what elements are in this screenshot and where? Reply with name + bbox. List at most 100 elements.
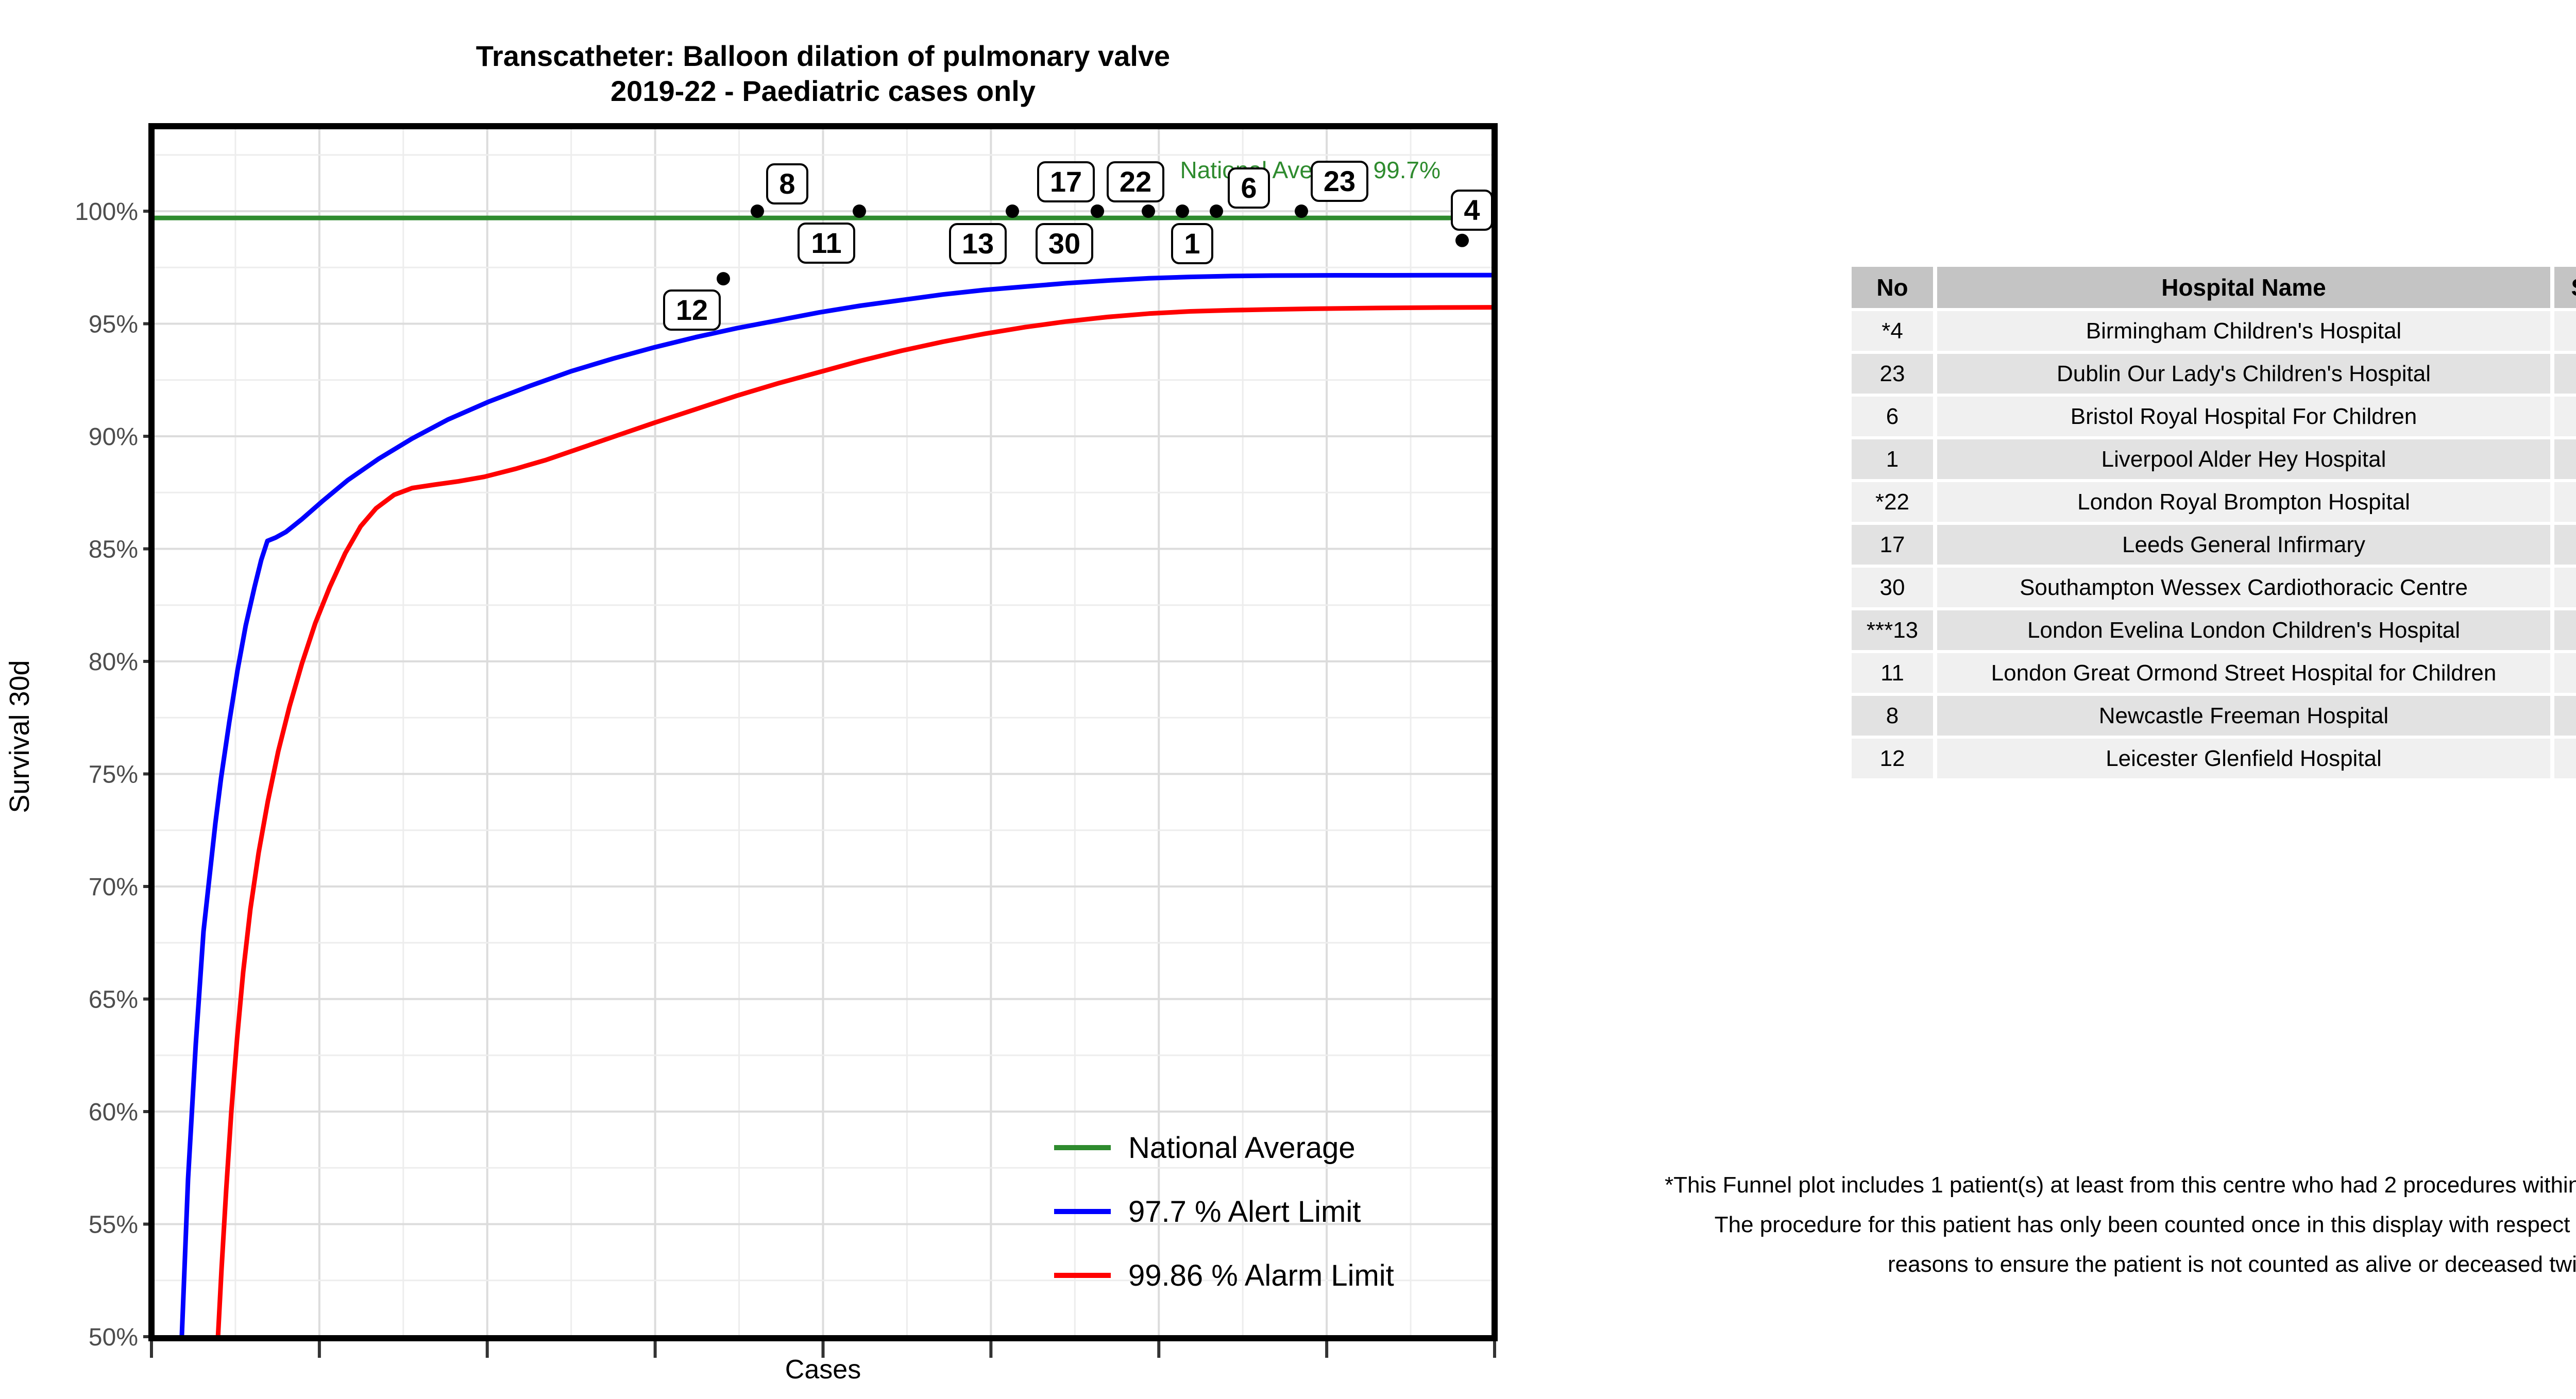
table-cell-no: ***13 (1852, 610, 1933, 650)
alarm-limit-curve (215, 305, 1495, 1338)
table-cell-hospital-name: Leeds General Infirmary (1937, 525, 2550, 565)
data-point (717, 272, 730, 286)
svg-text:8: 8 (779, 167, 795, 200)
table-cell-no: 8 (1852, 696, 1933, 736)
table-cell-no: 23 (1852, 354, 1933, 394)
table-cell-survival-30d: 100% (2554, 568, 2576, 607)
svg-text:4: 4 (1464, 194, 1480, 226)
plot-border (148, 123, 1498, 1341)
table-cell-hospital-name: Dublin Our Lady's Children's Hospital (1937, 354, 2550, 394)
table-cell-survival-30d: 99% (2554, 311, 2576, 351)
national-average-annotation: National Average: 99.7% (1180, 157, 1440, 183)
y-tick-label: 80% (89, 649, 138, 676)
data-point (1142, 204, 1155, 218)
data-point (1295, 204, 1308, 218)
svg-text:13: 13 (962, 227, 994, 260)
table-cell-no: 11 (1852, 653, 1933, 693)
funnel-plot-chart: 100% 95% 90% 85% 80% 75% 70% 65% 60% 55% 50% Cases S… (4, 40, 1498, 1385)
table-cell-survival-30d: 97% (2554, 739, 2576, 778)
data-point (1006, 204, 1019, 218)
table-cell-hospital-name: Liverpool Alder Hey Hospital (1937, 439, 2550, 479)
table-cell-hospital-name: London Evelina London Children's Hospita… (1937, 610, 2550, 650)
table-cell-survival-30d: 100% (2554, 439, 2576, 479)
y-tick-label: 50% (89, 1324, 138, 1351)
table-cell-hospital-name: Southampton Wessex Cardiothoracic Centre (1937, 568, 2550, 607)
legend-label: 99.86 % Alarm Limit (1128, 1259, 1394, 1292)
table-header-survival-30d: Survival 30d (2554, 267, 2576, 308)
axes: 100% 95% 90% 85% 80% 75% 70% 65% 60% 55% 50% (75, 198, 1496, 1358)
table-cell-no: *4 (1852, 311, 1933, 351)
footnote-line: The procedure for this patient has only … (1714, 1212, 2576, 1237)
svg-text:12: 12 (676, 294, 708, 326)
data-point (853, 204, 866, 218)
data-point (1091, 204, 1104, 218)
footnote-line: reasons to ensure the patient is not cou… (1887, 1252, 2576, 1277)
chart-title: Transcatheter: Balloon dilation of pulmo… (476, 40, 1170, 72)
y-tick-label: 85% (89, 536, 138, 564)
point-label: 30 (1036, 223, 1093, 264)
y-tick-label: 65% (89, 986, 138, 1014)
point-label: 13 (949, 223, 1007, 264)
table-cell-survival-30d: 100% (2554, 653, 2576, 693)
svg-text:23: 23 (1324, 165, 1355, 197)
table-cell-hospital-name: Leicester Glenfield Hospital (1937, 739, 2550, 778)
point-label: 11 (798, 223, 855, 264)
svg-text:1: 1 (1184, 227, 1200, 260)
svg-text:17: 17 (1050, 165, 1082, 198)
data-point (1455, 233, 1469, 247)
table-row: ***13 London Evelina London Children's Ho… (1852, 610, 2576, 650)
table-cell-survival-30d: 100% (2554, 397, 2576, 436)
point-label: 1 (1171, 223, 1213, 264)
x-axis-title: Cases (785, 1355, 861, 1385)
y-tick-label: 95% (89, 311, 138, 338)
svg-text:30: 30 (1048, 227, 1080, 260)
point-label: 12 (663, 289, 721, 331)
table-cell-no: 17 (1852, 525, 1933, 565)
table-cell-survival-30d: 100% (2554, 482, 2576, 522)
data-point (1210, 204, 1223, 218)
table-cell-survival-30d: 100% (2554, 696, 2576, 736)
y-tick-label: 75% (89, 761, 138, 789)
table-cell-hospital-name: Newcastle Freeman Hospital (1937, 696, 2550, 736)
y-tick-label: 90% (89, 423, 138, 451)
table-cell-hospital-name: Bristol Royal Hospital For Children (1937, 397, 2550, 436)
legend: National Average 97.7 % Alert Limit 99.86 … (1054, 1131, 1394, 1292)
point-label: 22 (1107, 161, 1164, 202)
data-point (751, 204, 764, 218)
table-cell-survival-30d: 100% (2554, 525, 2576, 565)
svg-text:22: 22 (1120, 165, 1151, 198)
table-cell-hospital-name: London Royal Brompton Hospital (1937, 482, 2550, 522)
point-label: 23 (1311, 161, 1368, 202)
point-label: 17 (1037, 161, 1095, 202)
table-cell-survival-30d: 100% (2554, 610, 2576, 650)
y-tick-label: 60% (89, 1099, 138, 1126)
table-row: 11 London Great Ormond Street Hospital fo… (1852, 653, 2576, 693)
point-label: 6 (1228, 167, 1270, 209)
y-tick-label: 100% (75, 198, 138, 226)
table-cell-hospital-name: Birmingham Children's Hospital (1937, 311, 2550, 351)
table-cell-no: 6 (1852, 397, 1933, 436)
footnote-line: *This Funnel plot includes 1 patient(s) … (1665, 1172, 2576, 1198)
data-point (1176, 204, 1189, 218)
table-cell-no: 1 (1852, 439, 1933, 479)
y-tick-label: 55% (89, 1212, 138, 1239)
y-axis-title: Survival 30d (4, 660, 35, 813)
table-cell-no: *22 (1852, 482, 1933, 522)
data-points (717, 204, 1469, 286)
point-label: 8 (766, 163, 808, 204)
point-label: 4 (1451, 190, 1493, 231)
table-cell-hospital-name: London Great Ormond Street Hospital for … (1937, 653, 2550, 693)
point-labels: 8 11 12 13 17 30 22 1 6 23 4 (663, 161, 1493, 331)
svg-text:6: 6 (1241, 172, 1257, 204)
